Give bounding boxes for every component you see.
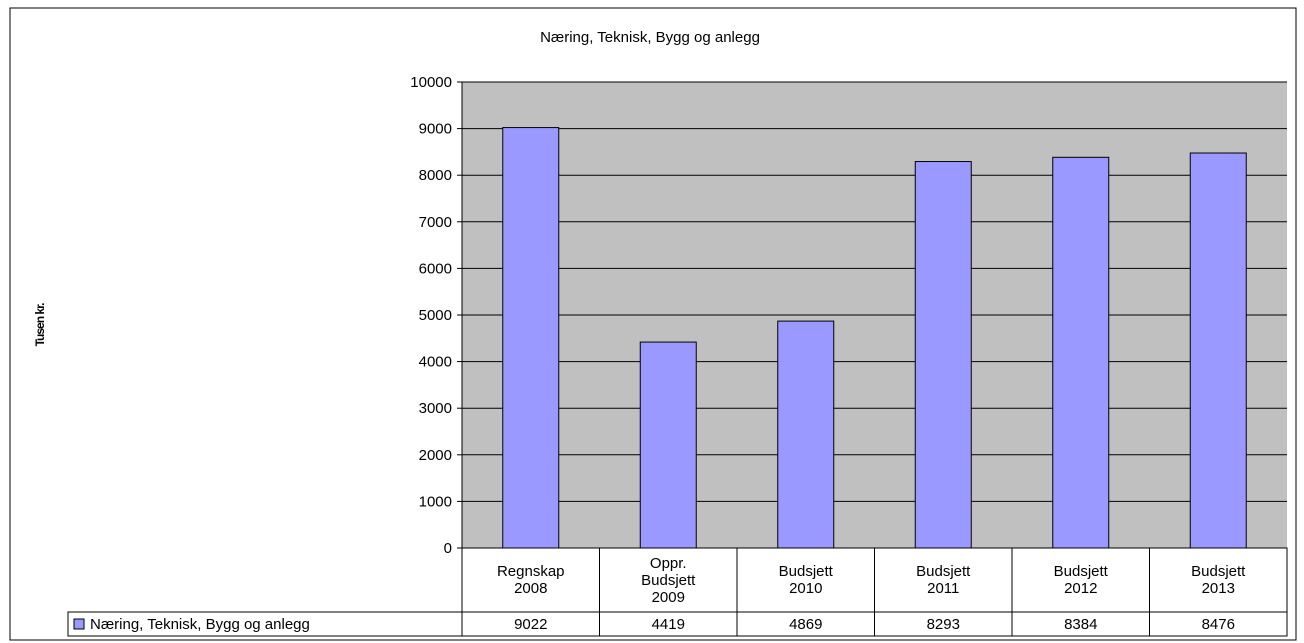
y-tick-label: 1000 (419, 493, 452, 510)
x-tick-label-text: Budsjett 2013 (1191, 563, 1246, 597)
bar (1189, 152, 1247, 549)
data-label: 8476 (1150, 612, 1288, 636)
data-label-text: 4419 (651, 615, 685, 633)
x-tick-label: Regnskap 2008 (462, 548, 600, 612)
y-tick-label: 4000 (419, 354, 452, 371)
data-label-text: 9022 (514, 615, 548, 633)
data-label-text: 4869 (789, 615, 823, 633)
bar (639, 341, 697, 549)
chart-title: Næring, Teknisk, Bygg og anlegg (540, 29, 760, 46)
x-tick-label-text: Regnskap 2008 (496, 563, 565, 597)
x-tick-label-text: Oppr. Budsjett 2009 (641, 554, 696, 606)
data-label-text: 8476 (1201, 615, 1235, 633)
y-tick-label: 3000 (419, 400, 452, 417)
x-tick-label: Budsjett 2012 (1012, 548, 1150, 612)
bar (914, 161, 972, 549)
y-tick-label: 6000 (419, 260, 452, 277)
data-label: 4419 (600, 612, 738, 636)
data-label-text: 8384 (1064, 615, 1098, 633)
bar (1052, 156, 1110, 549)
legend-cell (67, 611, 463, 637)
bar (502, 127, 560, 549)
data-label-text: 8293 (926, 615, 960, 633)
x-tick-label-text: Budsjett 2012 (1053, 563, 1108, 597)
y-tick-label: 0 (444, 540, 452, 557)
y-tick-label: 8000 (419, 167, 452, 184)
y-tick-label: 5000 (419, 307, 452, 324)
x-tick-label: Budsjett 2011 (875, 548, 1013, 612)
x-tick-label: Oppr. Budsjett 2009 (600, 548, 738, 612)
y-tick-label: 10000 (410, 74, 452, 91)
legend-label: Næring, Teknisk, Bygg og anlegg (90, 616, 310, 633)
data-label: 4869 (737, 612, 875, 636)
x-tick-label-text: Budsjett 2010 (778, 563, 833, 597)
y-axis-title: Tusen kr. (33, 303, 47, 346)
x-tick-label: Budsjett 2010 (737, 548, 875, 612)
y-tick-label: 9000 (419, 121, 452, 138)
data-label: 8384 (1012, 612, 1150, 636)
bar (777, 320, 835, 549)
data-label: 8293 (875, 612, 1013, 636)
data-label: 9022 (462, 612, 600, 636)
x-tick-label: Budsjett 2013 (1150, 548, 1288, 612)
legend-key (73, 618, 85, 630)
y-tick-label: 2000 (419, 447, 452, 464)
y-tick-label: 7000 (419, 214, 452, 231)
x-tick-label-text: Budsjett 2011 (916, 563, 971, 597)
